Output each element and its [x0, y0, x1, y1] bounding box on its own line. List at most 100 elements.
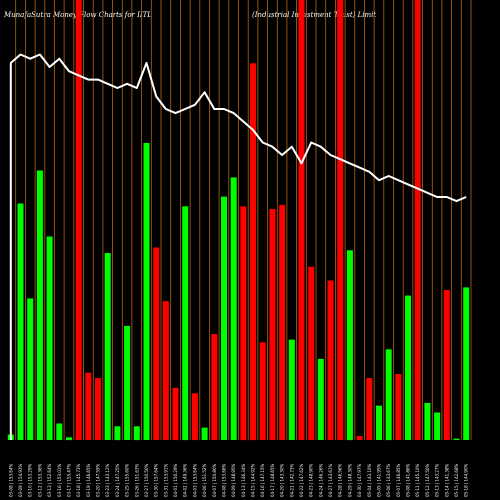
x-tick-label: 05-06 | 143.67% [386, 463, 391, 497]
x-tick-label: 03-27 | 150.50% [144, 463, 149, 497]
x-tick-label: 04-22 | 147.62% [299, 463, 304, 497]
x-tick-label: 03-09 | 154.93% [18, 463, 23, 497]
money-flow-bar [191, 393, 198, 441]
money-flow-bar [133, 426, 140, 441]
x-tick-label: 04-16 | 147.15% [260, 463, 265, 497]
money-flow-bar [153, 247, 160, 440]
money-flow-bar [269, 209, 276, 440]
money-flow-bar [279, 204, 286, 440]
x-tick-label: 04-02 | 149.36% [183, 463, 188, 497]
x-tick-label: 03-08 | 153.64% [8, 463, 13, 497]
x-tick-label: 05-18 | 144.90% [464, 463, 469, 497]
money-flow-bar [434, 412, 441, 440]
x-tick-label: 05-15 | 142.68% [454, 463, 459, 497]
x-tick-label: 04-23 | 148.90% [309, 463, 314, 497]
money-flow-bar [56, 423, 63, 440]
x-tick-label: 04-03 | 153.64% [192, 463, 197, 497]
money-flow-bar [366, 378, 373, 440]
x-tick-label: 04-13 | 146.34% [241, 463, 246, 497]
x-tick-label: 04-30 | 147.97% [357, 463, 362, 497]
x-tick-label: 05-05 | 141.95% [377, 463, 382, 497]
x-tick-label: 04-27 | 143.61% [328, 463, 333, 497]
x-tick-label: 04-24 | 146.26% [318, 463, 323, 497]
grid-lines [15, 0, 472, 440]
x-tick-label: 03-17 | 155.47% [67, 463, 72, 497]
money-flow-bar [327, 280, 334, 440]
money-flow-bar [259, 342, 266, 440]
x-tick-label: 03-24 | 147.25% [115, 463, 120, 497]
x-tick-label: 03-16 | 153.01% [57, 463, 62, 497]
money-flow-bar [405, 295, 411, 440]
money-flow-bar [395, 374, 402, 440]
money-flow-bar [230, 177, 237, 440]
money-flow-bar [221, 196, 227, 440]
money-flow-bar [308, 266, 315, 441]
x-tick-label: 03-20 | 147.59% [96, 463, 101, 497]
x-tick-label: 04-06 | 151.52% [202, 463, 207, 497]
money-flow-bar [162, 301, 169, 440]
x-tick-label: 03-31 | 153.91% [163, 463, 168, 497]
x-tick-label: 04-29 | 148.30% [347, 463, 352, 497]
price-line [9, 53, 467, 440]
x-tick-label: 05-14 | 141.38% [444, 463, 449, 497]
x-tick-label: 03-30 | 157.64% [154, 463, 159, 497]
money-flow-bar [75, 0, 82, 440]
money-flow-bar [201, 427, 208, 440]
money-flow-bar [240, 206, 247, 441]
x-tick-label: 05-11 | 145.10% [415, 463, 420, 497]
money-flow-bar [424, 402, 431, 440]
x-tick-label: 03-25 | 155.60% [125, 463, 130, 497]
money-flow-bar [463, 287, 470, 440]
x-tick-label: 04-28 | 146.56% [338, 463, 343, 497]
chart-title-right: (Industrial Investment Trust) Limit [252, 11, 376, 19]
money-flow-bar [298, 0, 305, 440]
bar-series [7, 0, 470, 441]
money-flow-bar [317, 358, 324, 440]
x-tick-label: 04-21 | 142.73% [289, 463, 294, 497]
x-tick-label: 03-13 | 152.64% [47, 463, 52, 497]
money-flow-bar [385, 349, 392, 441]
x-tick-label: 03-12 | 153.36% [37, 463, 42, 497]
money-flow-bar [27, 298, 34, 440]
x-tick-label: 03-10 | 153.29% [28, 463, 33, 497]
x-tick-label: 05-07 | 146.85% [396, 463, 401, 497]
money-flow-bar [124, 325, 131, 440]
x-tick-label: 03-18 | 145.73% [76, 463, 81, 497]
money-flow-bar [453, 438, 460, 440]
money-flow-bar [85, 372, 92, 440]
money-flow-bar [337, 0, 344, 440]
x-tick-label: 03-26 | 151.63% [134, 463, 139, 497]
x-tick-label: 03-23 | 143.12% [105, 463, 110, 497]
money-flow-bar [143, 143, 150, 440]
money-flow-bar [172, 387, 179, 441]
money-flow-bar [104, 253, 111, 440]
money-flow-bar [443, 290, 450, 440]
x-tick-label: 05-04 | 143.10% [367, 463, 372, 497]
x-tick-label: 04-09 | 148.95% [231, 463, 236, 497]
x-tick-label: 05-13 | 143.27% [435, 463, 440, 497]
money-flow-bar [288, 339, 295, 440]
money-flow-bar [376, 405, 382, 440]
x-tick-label: 04-15 | 144.92% [251, 463, 256, 497]
money-flow-bar [17, 203, 24, 440]
x-tick-label: 04-07 | 150.80% [212, 463, 217, 497]
money-flow-bar [66, 437, 72, 441]
x-tick-label: 05-08 | 141.86% [406, 463, 411, 497]
money-flow-bar [356, 435, 363, 440]
money-flow-bar [182, 206, 189, 441]
money-flow-bar [346, 250, 353, 441]
money-flow-bar [36, 170, 43, 440]
money-flow-bar [211, 334, 218, 440]
money-flow-bar [95, 378, 101, 440]
money-flow-bar [250, 63, 256, 441]
x-tick-label: 04-20 | 143.30% [280, 463, 285, 497]
money-flow-bar [414, 0, 421, 440]
money-flow-bar [46, 236, 53, 440]
x-tick-label: 05-12 | 147.50% [425, 463, 430, 497]
x-tick-label: 03-19 | 146.65% [86, 463, 91, 497]
line-series [9, 53, 467, 440]
money-flow-bar [114, 426, 121, 441]
x-axis-labels: 03-08 | 153.64% 03-09 | 154.93% 03-10 | 15… [8, 463, 468, 497]
x-tick-label: 04-17 | 148.65% [270, 463, 275, 497]
